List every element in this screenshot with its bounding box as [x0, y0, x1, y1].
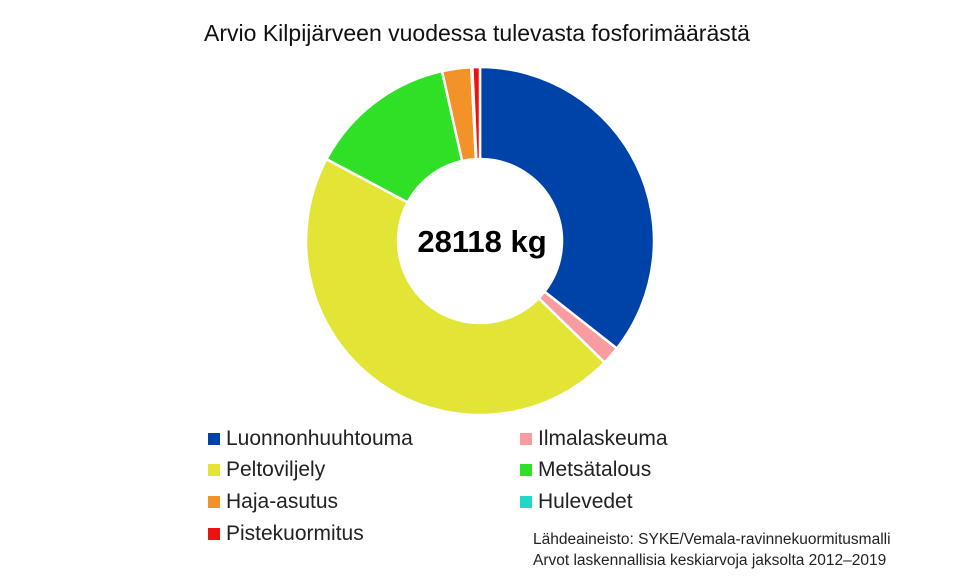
legend-item-hulevedet: Hulevedet — [520, 490, 633, 514]
legend-swatch — [520, 464, 532, 476]
legend-swatch — [208, 433, 220, 445]
donut-slice-luonnonhuuhtouma — [478, 65, 656, 350]
legend-item-pistekuormitus: Pistekuormitus — [208, 522, 364, 546]
legend-label: Ilmalaskeuma — [538, 427, 668, 450]
legend-swatch — [520, 433, 532, 445]
legend-item-ilmalaskeuma: Ilmalaskeuma — [520, 427, 668, 451]
donut-slice-pistekuormitus — [471, 65, 482, 161]
center-total-label: 28118 kg — [417, 224, 546, 259]
chart-title: Arvio Kilpijärveen vuodessa tulevasta fo… — [204, 20, 750, 46]
source-note: Lähdeaineisto: SYKE/Vemala-ravinnekuormi… — [533, 531, 891, 548]
legend-swatch — [208, 496, 220, 508]
legend-item-luonnonhuuhtouma: Luonnonhuuhtouma — [208, 427, 413, 451]
legend-label: Pistekuormitus — [226, 522, 364, 545]
legend-label: Luonnonhuuhtouma — [226, 427, 413, 450]
legend-label: Metsätalous — [538, 458, 652, 481]
legend-item-metsatalous: Metsätalous — [520, 458, 651, 482]
donut-slice-peltoviljely — [304, 157, 606, 417]
period-note: Arvot laskennallisia keskiarvoja jaksolt… — [533, 552, 887, 569]
legend-swatch — [208, 464, 220, 476]
legend-label: Haja-asutus — [226, 490, 339, 513]
legend-swatch — [520, 496, 532, 508]
donut-slices — [304, 65, 656, 417]
legend-item-peltoviljely: Peltoviljely — [208, 458, 325, 482]
legend-swatch — [208, 528, 220, 540]
legend-label: Hulevedet — [538, 490, 633, 513]
legend-item-haja-asutus: Haja-asutus — [208, 490, 338, 514]
legend-label: Peltoviljely — [226, 458, 326, 481]
